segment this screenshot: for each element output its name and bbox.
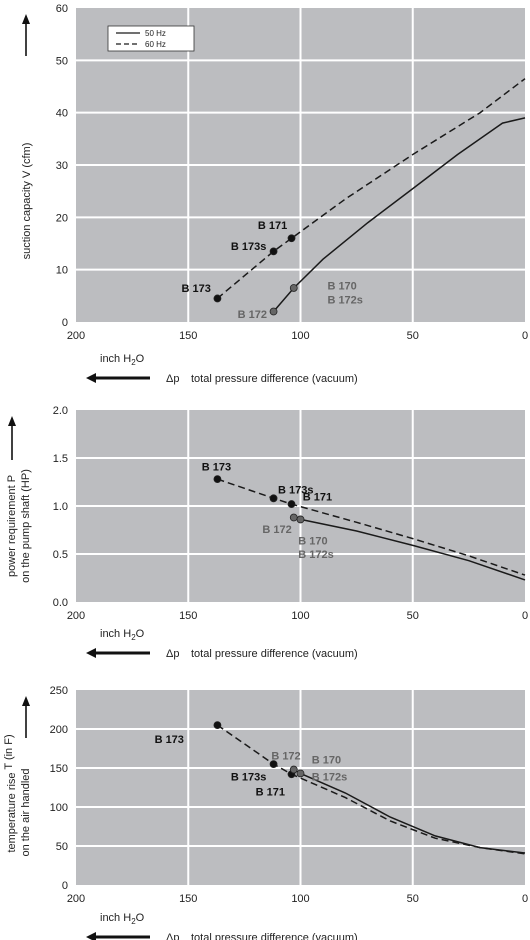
legend: 50 Hz 60 Hz	[107, 25, 195, 52]
model-label: B 172s	[327, 294, 362, 306]
x-axis-label: total pressure difference (vacuum)	[191, 373, 358, 385]
model-label: B 172s	[298, 549, 333, 561]
y-tick-label: 250	[50, 685, 68, 697]
model-label: B 170	[327, 280, 356, 292]
model-label: B 170	[312, 754, 341, 766]
y-tick-label: 50	[56, 841, 68, 853]
model-label: B 171	[256, 786, 285, 798]
x-tick-label: 150	[179, 610, 197, 622]
x-tick-label: 50	[407, 610, 419, 622]
series-line-60-hz	[216, 78, 526, 299]
x-tick-label: 200	[67, 610, 85, 622]
x-axis-arrowhead	[86, 373, 96, 383]
chart-1: 200 150 100 50 0 0 10 20 30 40 50 60 suction capacit…	[21, 3, 528, 385]
data-point	[296, 515, 305, 524]
y-tick-label: 40	[56, 108, 68, 120]
model-label: B 172	[262, 524, 291, 536]
x-tick-label: 0	[522, 330, 528, 342]
y-tick-label: 10	[56, 265, 68, 277]
model-label: B 173	[155, 734, 184, 746]
data-point	[269, 307, 278, 316]
x-axis-unit: inch H2O	[100, 353, 145, 367]
x-axis-label: total pressure difference (vacuum)	[191, 932, 358, 940]
y-axis-arrowhead	[22, 696, 30, 706]
y-tick-label: 1.0	[53, 501, 68, 513]
y-axis-label-line1: power requirement P	[6, 475, 18, 577]
model-label: B 173	[182, 283, 211, 295]
x-tick-label: 50	[407, 330, 419, 342]
x-tick-label: 200	[67, 330, 85, 342]
y-tick-label: 100	[50, 802, 68, 814]
model-label: B 173s	[231, 772, 266, 784]
model-label: B 171	[258, 220, 287, 232]
data-point	[296, 769, 305, 778]
data-point	[213, 294, 222, 303]
y-tick-label: 2.0	[53, 405, 68, 417]
legend-box	[107, 25, 195, 52]
model-label: B 172	[271, 751, 300, 763]
y-tick-label: 0	[62, 880, 68, 892]
y-axis-label-line2: on the pump shaft (HP)	[20, 469, 32, 583]
y-tick-label: 0	[62, 317, 68, 329]
model-label: B 172	[238, 309, 267, 321]
y-tick-label: 20	[56, 212, 68, 224]
x-axis-label: total pressure difference (vacuum)	[191, 648, 358, 660]
y-tick-label: 1.5	[53, 453, 68, 465]
model-label: B 171	[303, 491, 332, 503]
x-tick-label: 100	[291, 330, 309, 342]
legend-label: 50 Hz	[145, 29, 166, 38]
data-point	[269, 494, 278, 503]
x-tick-label: 100	[291, 610, 309, 622]
x-tick-label: 150	[179, 330, 197, 342]
y-tick-label: 0.5	[53, 549, 68, 561]
x-tick-label: 0	[522, 610, 528, 622]
data-point	[269, 760, 278, 768]
x-axis-unit: inch H2O	[100, 628, 145, 642]
x-tick-label: 100	[291, 893, 309, 905]
y-tick-label: 0.0	[53, 597, 68, 609]
data-point	[289, 284, 298, 292]
model-label: B 172s	[312, 772, 347, 784]
x-tick-label: 200	[67, 893, 85, 905]
y-axis-label-line2: on the air handled	[20, 768, 32, 856]
y-axis-label-line1: temperature rise	[6, 772, 18, 852]
y-axis-label-symbol: T (in F)	[3, 734, 15, 769]
model-label: B 173s	[278, 485, 313, 497]
x-axis-unit: inch H2O	[100, 912, 145, 926]
data-point	[269, 247, 278, 256]
data-point	[213, 721, 222, 729]
model-label: B 170	[298, 536, 327, 548]
y-tick-label: 150	[50, 763, 68, 775]
x-axis-symbol: Δp	[166, 932, 179, 940]
chart-3: 200 150 100 50 0 0 50 100 150 200 250 temperature r…	[3, 685, 528, 940]
x-tick-label: 150	[179, 893, 197, 905]
y-tick-label: 60	[56, 3, 68, 15]
data-point	[287, 234, 296, 243]
model-label: B 173s	[231, 241, 266, 253]
y-tick-label: 30	[56, 160, 68, 172]
x-axis-symbol: Δp	[166, 373, 179, 385]
y-axis-arrowhead	[8, 416, 16, 426]
y-tick-label: 200	[50, 724, 68, 736]
data-point	[289, 765, 298, 774]
x-tick-label: 50	[407, 893, 419, 905]
model-label: B 173	[202, 462, 231, 474]
data-point	[213, 475, 222, 484]
x-axis-arrowhead	[86, 648, 96, 658]
y-axis-label: suction capacity V (cfm)	[21, 143, 33, 260]
x-axis-symbol: Δp	[166, 648, 179, 660]
y-tick-label: 50	[56, 55, 68, 67]
x-tick-label: 0	[522, 893, 528, 905]
data-point	[289, 513, 298, 522]
series-line-50-hz	[273, 117, 526, 312]
data-point	[287, 500, 296, 508]
chart-2: 200 150 100 50 0 0.0 0.5 1.0 1.5 2.0 power require…	[6, 405, 528, 660]
y-axis-arrowhead	[22, 14, 30, 24]
x-axis-arrowhead	[86, 932, 96, 940]
legend-label: 60 Hz	[145, 40, 166, 49]
